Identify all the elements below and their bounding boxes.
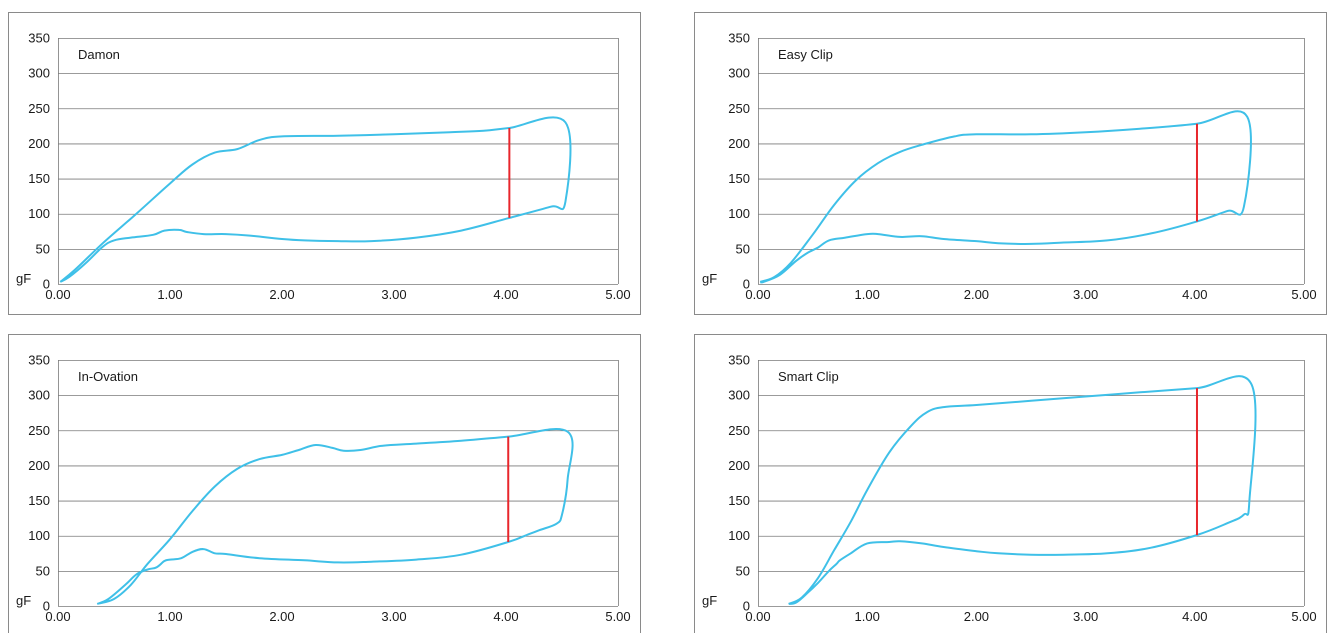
y-tick-label: 150 <box>28 171 50 186</box>
y-tick-label: 350 <box>728 353 750 368</box>
x-tick-label: 2.00 <box>964 287 989 302</box>
x-tick-label: 0.00 <box>745 609 770 624</box>
chart-panel-easy-clip: 0 50 100 150 200 250 300 350 0.00 1.00 2.00 3.00 4.0… <box>686 0 1327 320</box>
x-tick-label: 4.00 <box>1182 609 1207 624</box>
y-tick-label: 100 <box>28 206 50 221</box>
y-tick-label: 250 <box>28 101 50 116</box>
chart-svg-easy-clip: 0 50 100 150 200 250 300 350 0.00 1.00 2.00 3.00 4.0… <box>694 12 1327 315</box>
chart-svg-damon: 0 50 100 150 200 250 300 350 0.00 1.00 2.00 3.00 4.0… <box>8 12 641 315</box>
y-tick-label: 50 <box>736 241 750 256</box>
y-tick-label: 50 <box>36 241 50 256</box>
x-tick-label: 3.00 <box>381 287 406 302</box>
y-tick-label: 300 <box>728 388 750 403</box>
y-axis-label: gF <box>702 271 717 286</box>
x-tick-label: 4.00 <box>493 287 518 302</box>
x-tick-label: 3.00 <box>1073 609 1098 624</box>
y-tick-label: 300 <box>28 66 50 81</box>
x-tick-label: 5.00 <box>605 609 630 624</box>
y-tick-label: 150 <box>728 493 750 508</box>
chart-panel-in-ovation: 0 50 100 150 200 250 300 350 0.00 1.00 2.00 3.00 4.0… <box>0 322 641 633</box>
y-tick-label: 200 <box>28 458 50 473</box>
x-tick-label: 5.00 <box>1291 287 1316 302</box>
chart-title: Easy Clip <box>778 47 833 62</box>
y-tick-label: 200 <box>28 136 50 151</box>
y-tick-label: 0 <box>43 599 50 614</box>
force-deflection-curve <box>59 116 572 283</box>
y-tick-label: 200 <box>728 136 750 151</box>
x-tick-label: 2.00 <box>964 609 989 624</box>
x-tick-label: 2.00 <box>269 287 294 302</box>
chart-svg-in-ovation: 0 50 100 150 200 250 300 350 0.00 1.00 2.00 3.00 4.0… <box>8 334 641 633</box>
x-tick-label: 5.00 <box>605 287 630 302</box>
y-axis-label: gF <box>16 593 31 608</box>
force-deflection-curve <box>759 110 1252 284</box>
y-tick-label: 0 <box>43 277 50 292</box>
y-tick-label: 250 <box>728 101 750 116</box>
x-tick-label: 4.00 <box>1182 287 1207 302</box>
y-tick-label: 50 <box>736 563 750 578</box>
x-tick-label: 0.00 <box>45 609 70 624</box>
y-tick-label: 100 <box>728 206 750 221</box>
x-tick-label: 1.00 <box>855 287 880 302</box>
y-tick-label: 0 <box>743 277 750 292</box>
y-tick-label: 300 <box>28 388 50 403</box>
x-tick-label: 3.00 <box>1073 287 1098 302</box>
x-tick-label: 4.00 <box>493 609 518 624</box>
y-tick-label: 100 <box>728 528 750 543</box>
y-tick-label: 300 <box>728 66 750 81</box>
chart-title: Damon <box>78 47 120 62</box>
x-tick-label: 1.00 <box>157 287 182 302</box>
y-tick-label: 50 <box>36 563 50 578</box>
x-tick-label: 2.00 <box>269 609 294 624</box>
chart-frame <box>8 12 641 315</box>
y-tick-label: 250 <box>728 423 750 438</box>
force-deflection-curve <box>96 427 574 605</box>
chart-svg-smart-clip: 0 50 100 150 200 250 300 350 0.00 1.00 2.00 3.00 4.0… <box>694 334 1327 633</box>
chart-title: Smart Clip <box>778 369 839 384</box>
x-tick-label: 5.00 <box>1291 609 1316 624</box>
y-tick-label: 200 <box>728 458 750 473</box>
x-tick-label: 0.00 <box>745 287 770 302</box>
chart-title: In-Ovation <box>78 369 138 384</box>
y-tick-label: 250 <box>28 423 50 438</box>
y-tick-label: 350 <box>28 31 50 46</box>
chart-panel-damon: 0 50 100 150 200 250 300 350 0.00 1.00 2.00 3.00 4.0… <box>0 0 641 320</box>
chart-panel-smart-clip: 0 50 100 150 200 250 300 350 0.00 1.00 2.00 3.00 4.0… <box>686 322 1327 633</box>
y-tick-label: 350 <box>728 31 750 46</box>
x-tick-label: 3.00 <box>381 609 406 624</box>
y-tick-label: 100 <box>28 528 50 543</box>
y-axis-label: gF <box>702 593 717 608</box>
chart-frame <box>8 334 641 633</box>
y-tick-label: 150 <box>728 171 750 186</box>
force-deflection-curve <box>788 375 1257 605</box>
y-tick-label: 0 <box>743 599 750 614</box>
x-tick-label: 1.00 <box>855 609 880 624</box>
x-tick-label: 1.00 <box>157 609 182 624</box>
y-axis-label: gF <box>16 271 31 286</box>
y-tick-label: 150 <box>28 493 50 508</box>
y-tick-label: 350 <box>28 353 50 368</box>
x-tick-label: 0.00 <box>45 287 70 302</box>
